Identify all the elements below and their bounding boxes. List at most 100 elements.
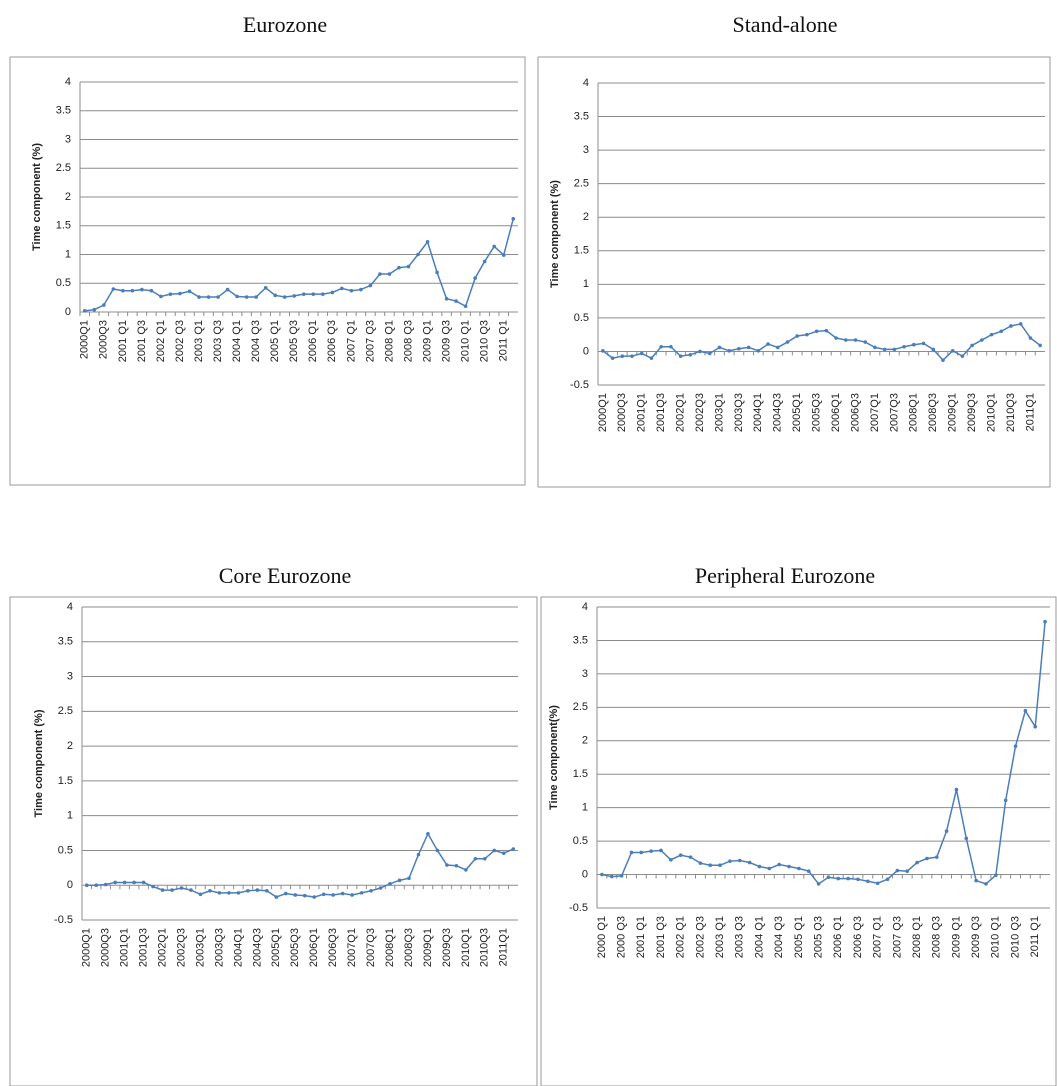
data-point xyxy=(178,291,182,296)
x-tick-label: 2005 Q1 xyxy=(269,320,281,362)
x-tick-label: 2005 Q3 xyxy=(812,916,824,958)
data-line xyxy=(601,621,1046,885)
x-tick-label: 2002 Q3 xyxy=(694,916,706,958)
x-tick-label: 2008 Q3 xyxy=(402,320,414,362)
y-tick-label: 0 xyxy=(583,345,589,357)
data-point xyxy=(756,348,761,353)
y-tick-label: 1.5 xyxy=(56,220,71,232)
data-point xyxy=(82,309,87,313)
data-point xyxy=(321,892,326,897)
chart-title: Stand-alone xyxy=(732,12,837,37)
data-point xyxy=(777,862,781,867)
x-tick-label: 2008 Q1 xyxy=(911,916,923,958)
data-point xyxy=(246,888,250,893)
x-tick-label: 2000 Q1 xyxy=(596,916,608,958)
y-axis-label: Time component(%) xyxy=(548,705,560,810)
data-point xyxy=(925,856,929,861)
x-tick-label: 2006Q1 xyxy=(308,928,320,967)
data-point xyxy=(814,329,819,334)
x-tick-label: 2005Q3 xyxy=(811,393,823,432)
data-point xyxy=(206,295,211,299)
y-tick-label: 1.5 xyxy=(574,245,589,257)
x-tick-label: 2006 Q3 xyxy=(326,320,338,362)
data-point xyxy=(863,340,868,344)
data-point xyxy=(806,869,811,874)
y-tick-label: 4 xyxy=(65,76,71,88)
data-point xyxy=(974,878,978,883)
panel-frame xyxy=(9,56,526,486)
data-point xyxy=(464,868,468,872)
data-point xyxy=(473,276,477,280)
data-point xyxy=(92,307,97,312)
data-point xyxy=(244,295,249,299)
data-point xyxy=(678,853,683,857)
data-point xyxy=(141,880,146,885)
data-point xyxy=(639,850,644,855)
y-tick-label: 4 xyxy=(582,601,588,613)
x-tick-label: 2008 Q3 xyxy=(931,916,943,958)
y-tick-label: 3 xyxy=(583,144,589,156)
x-tick-label: 2007 Q3 xyxy=(364,320,376,362)
data-line xyxy=(84,218,514,312)
x-tick-label: 2010 Q3 xyxy=(1009,916,1021,958)
data-point xyxy=(349,288,354,293)
data-point xyxy=(853,338,858,342)
data-point xyxy=(941,358,945,362)
data-line xyxy=(86,832,514,898)
data-point xyxy=(368,283,373,288)
y-tick-label: 3.5 xyxy=(574,110,589,122)
data-point xyxy=(960,354,965,358)
data-point xyxy=(834,336,838,340)
y-tick-label: 1 xyxy=(582,802,588,814)
data-point xyxy=(816,882,821,886)
data-point xyxy=(140,287,144,292)
x-tick-label: 2010Q1 xyxy=(460,928,472,967)
x-tick-label: 2003Q3 xyxy=(213,928,225,967)
y-tick-label: 1 xyxy=(583,278,589,290)
data-point xyxy=(311,292,316,296)
data-point xyxy=(407,876,411,881)
x-tick-label: 2001 Q1 xyxy=(117,320,129,362)
data-point xyxy=(1023,708,1028,713)
data-point xyxy=(160,888,165,892)
data-point xyxy=(274,895,279,899)
data-point xyxy=(84,883,89,888)
y-tick-label: 0 xyxy=(67,879,73,891)
y-tick-label: 2.5 xyxy=(574,178,589,190)
x-tick-label: 2007 Q1 xyxy=(872,916,884,958)
x-tick-label: 2006 Q1 xyxy=(307,320,319,362)
data-point xyxy=(301,292,306,296)
x-tick-label: 2003 Q3 xyxy=(734,916,746,958)
x-tick-label: 2000Q1 xyxy=(81,928,93,967)
data-point xyxy=(915,860,919,865)
data-point xyxy=(501,253,506,257)
data-point xyxy=(170,888,174,892)
y-tick-label: 3 xyxy=(582,668,588,680)
x-tick-label: 2010Q3 xyxy=(479,928,491,967)
data-point xyxy=(406,264,411,269)
data-point xyxy=(620,354,625,358)
data-point xyxy=(931,347,936,352)
data-point xyxy=(970,343,974,348)
x-tick-label: 2000Q3 xyxy=(98,320,110,359)
data-point xyxy=(717,345,722,350)
x-tick-label: 2001Q3 xyxy=(655,393,667,432)
data-point xyxy=(1013,744,1018,748)
data-point xyxy=(629,850,634,855)
data-point xyxy=(273,293,277,298)
data-point xyxy=(912,342,916,347)
x-tick-label: 2009 Q1 xyxy=(421,320,433,362)
data-point xyxy=(463,304,468,309)
data-point xyxy=(122,880,127,885)
x-tick-label: 2009Q3 xyxy=(441,928,453,967)
x-tick-label: 2004Q3 xyxy=(772,393,784,432)
data-point xyxy=(435,848,440,853)
data-point xyxy=(473,856,478,861)
data-point xyxy=(1043,619,1047,624)
data-point xyxy=(649,356,654,360)
data-point xyxy=(707,351,712,356)
data-point xyxy=(235,294,239,299)
data-point xyxy=(454,863,459,868)
data-point xyxy=(225,287,230,292)
x-tick-label: 2009 Q3 xyxy=(970,916,982,958)
